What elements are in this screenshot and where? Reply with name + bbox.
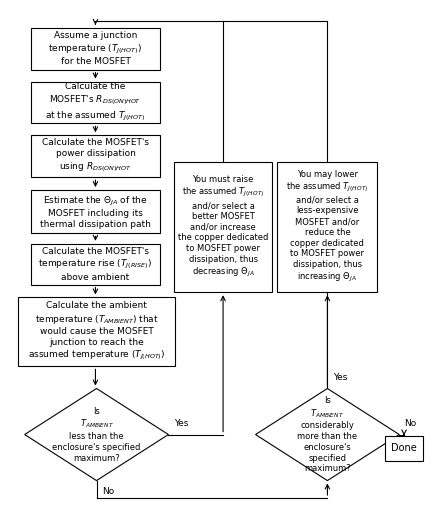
Text: You must raise
the assumed $T_{J(HOT)}$
and/or select a
better MOSFET
and/or inc: You must raise the assumed $T_{J(HOT)}$ … (178, 175, 268, 279)
FancyBboxPatch shape (31, 28, 160, 70)
Text: Calculate the ambient
temperature ($T_{AMBIENT}$) that
would cause the MOSFET
ju: Calculate the ambient temperature ($T_{A… (28, 302, 165, 363)
Text: Calculate the MOSFET's
temperature rise ($T_{J(RISE)}$)
above ambient: Calculate the MOSFET's temperature rise … (38, 247, 153, 282)
Text: Calculate the
MOSFET's $R_{DS(ON)HOT}$
at the assumed $T_{J(HOT)}$: Calculate the MOSFET's $R_{DS(ON)HOT}$ a… (45, 82, 146, 123)
FancyBboxPatch shape (31, 190, 160, 233)
FancyBboxPatch shape (31, 82, 160, 124)
Text: Done: Done (391, 443, 417, 453)
Polygon shape (24, 388, 168, 481)
Text: No: No (405, 420, 417, 428)
Text: Yes: Yes (333, 373, 347, 382)
FancyBboxPatch shape (174, 162, 272, 292)
Text: Is
$T_{AMBIENT}$
less than the
enclosure's specified
maximum?: Is $T_{AMBIENT}$ less than the enclosure… (52, 406, 141, 463)
Text: You may lower
the assumed $T_{J(HOT)}$
and/or select a
less-expensive
MOSFET and: You may lower the assumed $T_{J(HOT)}$ a… (286, 170, 368, 284)
FancyBboxPatch shape (18, 298, 175, 366)
Text: Assume a junction
temperature ($T_{J(HOT)}$)
for the MOSFET: Assume a junction temperature ($T_{J(HOT… (49, 31, 142, 66)
Text: Is
$T_{AMBIENT}$
considerably
more than the
enclosure's
specified
maximum?: Is $T_{AMBIENT}$ considerably more than … (297, 396, 357, 473)
Text: No: No (102, 487, 114, 496)
FancyBboxPatch shape (277, 162, 378, 292)
Text: Yes: Yes (173, 420, 188, 428)
FancyBboxPatch shape (31, 244, 160, 285)
Text: Estimate the $\Theta_{JA}$ of the
MOSFET including its
thermal dissipation path: Estimate the $\Theta_{JA}$ of the MOSFET… (40, 194, 151, 229)
FancyBboxPatch shape (31, 135, 160, 177)
FancyBboxPatch shape (385, 436, 423, 461)
Polygon shape (256, 388, 399, 481)
Text: Calculate the MOSFET's
power dissipation
using $R_{DS(ON)HOT}$: Calculate the MOSFET's power dissipation… (42, 139, 149, 174)
